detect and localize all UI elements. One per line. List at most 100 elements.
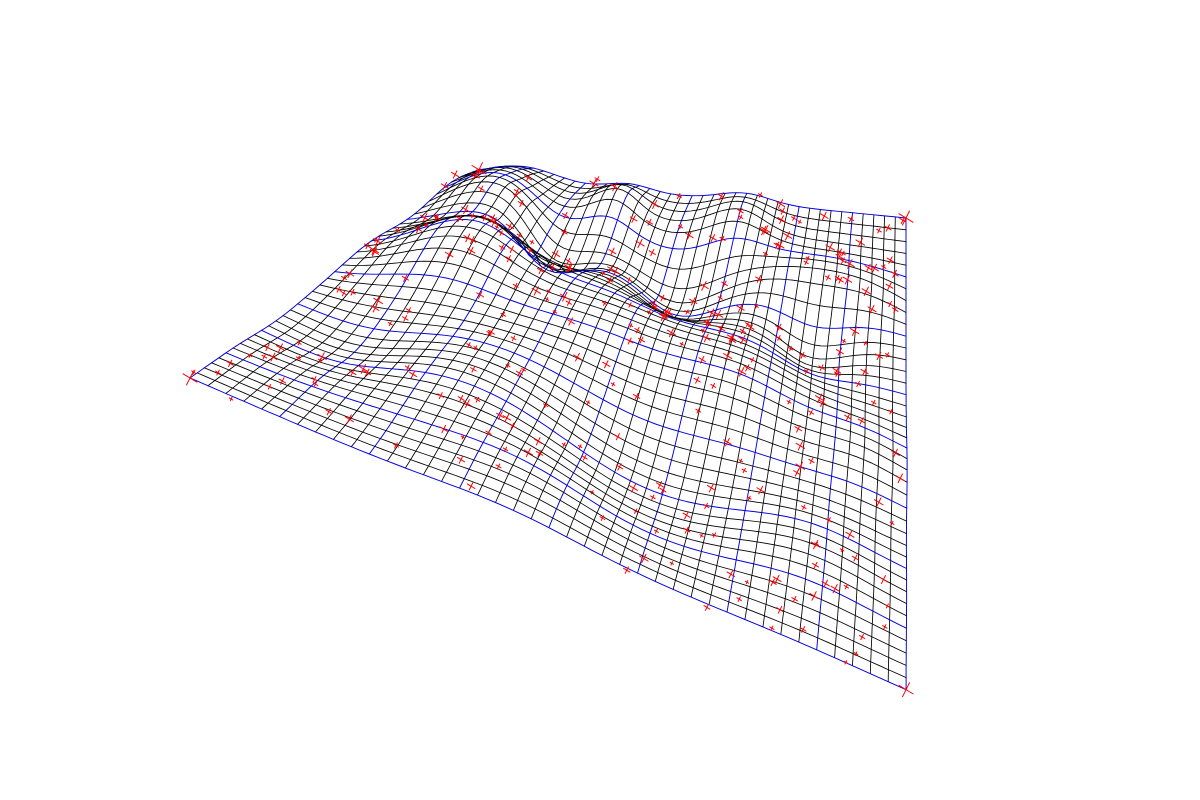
control-point-marker	[629, 215, 638, 223]
grid-line-v	[189, 377, 907, 691]
control-point-marker	[439, 424, 448, 434]
surface-grid	[189, 165, 908, 691]
control-point-marker	[669, 561, 674, 566]
control-point-marker	[659, 486, 667, 494]
control-point-marker	[474, 396, 481, 403]
control-point-marker	[466, 342, 472, 348]
control-point-marker	[704, 319, 710, 325]
grid-line-v	[341, 260, 908, 439]
control-point-marker	[344, 414, 354, 424]
grid-line-v	[312, 290, 908, 483]
control-point-marker	[776, 605, 784, 614]
control-point-marker	[842, 274, 853, 285]
control-point-marker	[627, 302, 633, 308]
control-point-marker	[498, 244, 506, 251]
control-point-marker	[726, 334, 737, 345]
control-point-marker	[754, 304, 759, 309]
grid-line-v	[261, 329, 907, 569]
grid-line-v	[232, 347, 907, 617]
control-point-marker	[737, 207, 744, 215]
control-point-marker	[228, 396, 234, 402]
control-point-marker	[889, 520, 895, 526]
grid-line-v	[349, 247, 907, 428]
control-point-marker	[349, 289, 356, 296]
control-point-marker	[610, 381, 616, 387]
control-point-marker	[858, 633, 866, 641]
control-point-marker	[867, 304, 877, 314]
control-point-marker	[529, 239, 535, 245]
grid-line-v	[304, 297, 908, 496]
control-point-marker	[637, 336, 646, 344]
control-point-marker	[476, 168, 483, 175]
control-point-marker	[633, 508, 639, 514]
control-point-marker	[898, 682, 914, 698]
control-point-marker	[757, 192, 764, 198]
control-point-marker	[874, 352, 883, 361]
control-point-marker	[762, 251, 768, 257]
control-point-marker	[666, 327, 677, 338]
grid-line-u	[495, 191, 661, 503]
grid-line-v	[218, 357, 907, 642]
control-point-marker	[706, 483, 716, 493]
control-point-marker	[885, 282, 894, 291]
control-point-marker	[835, 252, 844, 261]
control-point-marker	[818, 364, 825, 371]
control-point-marker	[476, 290, 485, 299]
control-point-marker	[510, 335, 517, 342]
control-point-marker	[460, 434, 466, 440]
control-point-marker	[296, 340, 302, 346]
control-point-marker	[743, 364, 751, 372]
control-point-marker	[793, 468, 801, 477]
control-point-marker	[884, 352, 891, 358]
control-point-marker	[678, 224, 684, 230]
control-point-marker	[268, 352, 278, 362]
control-point-marker	[857, 417, 866, 425]
control-point-marker	[608, 247, 617, 256]
control-point-marker	[533, 437, 543, 446]
control-point-marker	[486, 330, 492, 336]
control-point-marker	[760, 224, 771, 235]
control-point-marker	[795, 441, 806, 451]
control-point-marker	[847, 215, 855, 223]
control-point-marker	[808, 409, 815, 416]
control-point-marker	[845, 530, 855, 540]
control-point-marker	[517, 199, 526, 208]
control-point-marker	[776, 335, 782, 341]
grid-line-v	[478, 165, 907, 219]
control-point-marker	[405, 307, 413, 314]
control-point-marker	[615, 463, 624, 471]
control-point-marker	[699, 533, 704, 538]
control-point-marker	[527, 247, 534, 254]
control-point-marker	[500, 311, 507, 318]
control-point-marker	[502, 413, 512, 423]
control-point-marker	[851, 554, 859, 562]
control-point-marker	[590, 490, 595, 495]
control-point-marker	[675, 193, 682, 200]
control-point-marker	[836, 248, 844, 256]
grid-line-v	[319, 284, 908, 471]
control-point-marker	[420, 213, 430, 223]
control-point-marker	[825, 242, 835, 253]
control-point-marker	[775, 199, 786, 209]
control-point-marker	[716, 323, 726, 334]
control-point-marker	[457, 394, 465, 403]
grid-line-v	[356, 235, 907, 418]
control-point-marker	[658, 311, 668, 321]
control-point-marker	[340, 289, 347, 297]
control-point-marker	[695, 407, 702, 414]
control-point-marker	[886, 256, 895, 264]
control-point-marker	[708, 234, 717, 243]
control-point-marker	[839, 257, 847, 265]
control-point-marker	[788, 346, 794, 352]
control-point-marker	[648, 249, 656, 257]
control-point-marker	[392, 442, 400, 449]
control-point-marker	[635, 238, 645, 249]
control-point-marker	[544, 297, 550, 302]
grid-line-u	[422, 182, 619, 476]
control-point-marker	[869, 263, 880, 274]
control-point-marker	[747, 324, 755, 332]
control-point-marker	[363, 368, 372, 377]
control-point-marker	[414, 225, 423, 234]
control-point-marker	[471, 162, 487, 178]
